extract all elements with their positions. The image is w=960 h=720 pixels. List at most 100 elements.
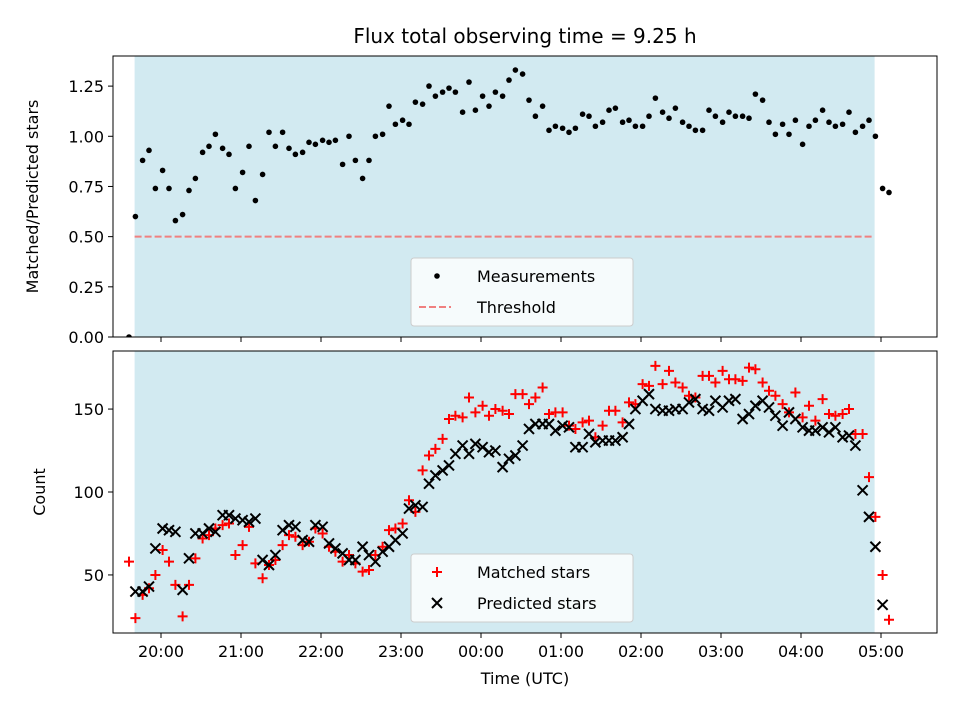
- data-point: [639, 123, 646, 130]
- data-point: [864, 472, 874, 483]
- data-point: [876, 599, 889, 611]
- data-point: [817, 394, 828, 405]
- data-point: [237, 540, 248, 551]
- data-point: [164, 556, 174, 567]
- y-axis-label: Count: [30, 468, 49, 516]
- data-point: [203, 522, 215, 535]
- data-point: [477, 400, 488, 411]
- data-point: [566, 129, 572, 136]
- data-point: [149, 542, 162, 555]
- data-point: [730, 374, 741, 385]
- data-point: [746, 115, 752, 122]
- data-point: [657, 379, 668, 390]
- x-tick-label: 03:00: [698, 642, 744, 661]
- data-point: [677, 382, 688, 393]
- data-point: [770, 390, 781, 401]
- data-point: [824, 409, 834, 420]
- data-point: [359, 175, 366, 182]
- data-point: [366, 157, 372, 164]
- data-point: [396, 527, 409, 540]
- data-point: [504, 409, 514, 420]
- plot-frame: [112, 55, 938, 338]
- data-point: [779, 121, 786, 128]
- data-point: [856, 484, 869, 497]
- data-point: [239, 169, 246, 176]
- data-point: [492, 89, 499, 95]
- data-point: [869, 541, 882, 553]
- data-point: [626, 117, 632, 124]
- data-point: [289, 521, 302, 533]
- data-point: [312, 141, 319, 148]
- data-point: [406, 121, 412, 128]
- data-point: [339, 161, 346, 168]
- data-point: [459, 109, 466, 115]
- data-point: [476, 441, 489, 453]
- data-point: [266, 129, 272, 136]
- data-point: [166, 185, 172, 192]
- data-point: [764, 385, 774, 396]
- data-point: [157, 545, 168, 556]
- data-point: [172, 217, 179, 224]
- data-point: [379, 131, 386, 138]
- data-point: [703, 405, 715, 417]
- data-point: [346, 133, 352, 140]
- data-point: [177, 611, 188, 622]
- chart-title: Flux total observing time = 9.25 h: [353, 24, 696, 48]
- data-point: [844, 404, 854, 415]
- data-point: [670, 377, 681, 388]
- data-point: [539, 103, 546, 109]
- data-point: [489, 444, 502, 457]
- data-point: [646, 113, 652, 120]
- data-point: [586, 113, 592, 120]
- data-point: [816, 421, 829, 434]
- data-point: [650, 360, 661, 371]
- data-point: [583, 428, 595, 440]
- data-point: [659, 109, 666, 115]
- x-axis-label: Time (UTC): [480, 669, 569, 688]
- data-point: [444, 414, 454, 425]
- data-point: [399, 117, 406, 124]
- data-point: [632, 123, 639, 130]
- data-point: [610, 405, 621, 416]
- data-point: [776, 419, 789, 432]
- data-point: [710, 377, 721, 388]
- data-point: [592, 123, 599, 130]
- data-point: [369, 555, 382, 568]
- data-point: [417, 465, 428, 476]
- data-point: [206, 143, 212, 150]
- data-point: [839, 121, 846, 128]
- data-point: [744, 362, 754, 373]
- data-point: [786, 131, 792, 138]
- legend-label: Predicted stars: [477, 594, 597, 613]
- data-point: [837, 409, 848, 420]
- data-point: [532, 113, 539, 120]
- data-point: [804, 400, 814, 411]
- data-point: [416, 501, 429, 513]
- data-point: [524, 399, 534, 410]
- data-point: [769, 409, 782, 422]
- data-point: [503, 453, 515, 465]
- data-point: [863, 511, 875, 523]
- ratio-panel: 0.00 0.25 0.50 0.75 1.00 1.25 Matched/Predicte…: [23, 24, 938, 347]
- data-point: [317, 528, 328, 539]
- data-point: [763, 401, 775, 414]
- data-point: [526, 97, 532, 103]
- data-point: [792, 117, 799, 124]
- data-point: [497, 405, 508, 416]
- count-panel: 50 100 150 20:00 21:00 22:00 23:00 00:00 01:00 02…: [30, 350, 938, 688]
- data-point: [246, 143, 252, 150]
- data-point: [159, 167, 166, 174]
- data-point: [823, 426, 835, 438]
- data-point: [192, 175, 199, 182]
- data-point: [464, 392, 474, 403]
- data-point: [279, 129, 286, 136]
- data-point: [490, 404, 501, 415]
- data-point: [599, 119, 606, 126]
- data-point: [852, 129, 859, 136]
- data-point: [737, 375, 748, 386]
- data-point: [219, 145, 226, 152]
- data-point: [866, 117, 872, 124]
- data-point: [270, 555, 281, 566]
- data-point: [184, 579, 194, 590]
